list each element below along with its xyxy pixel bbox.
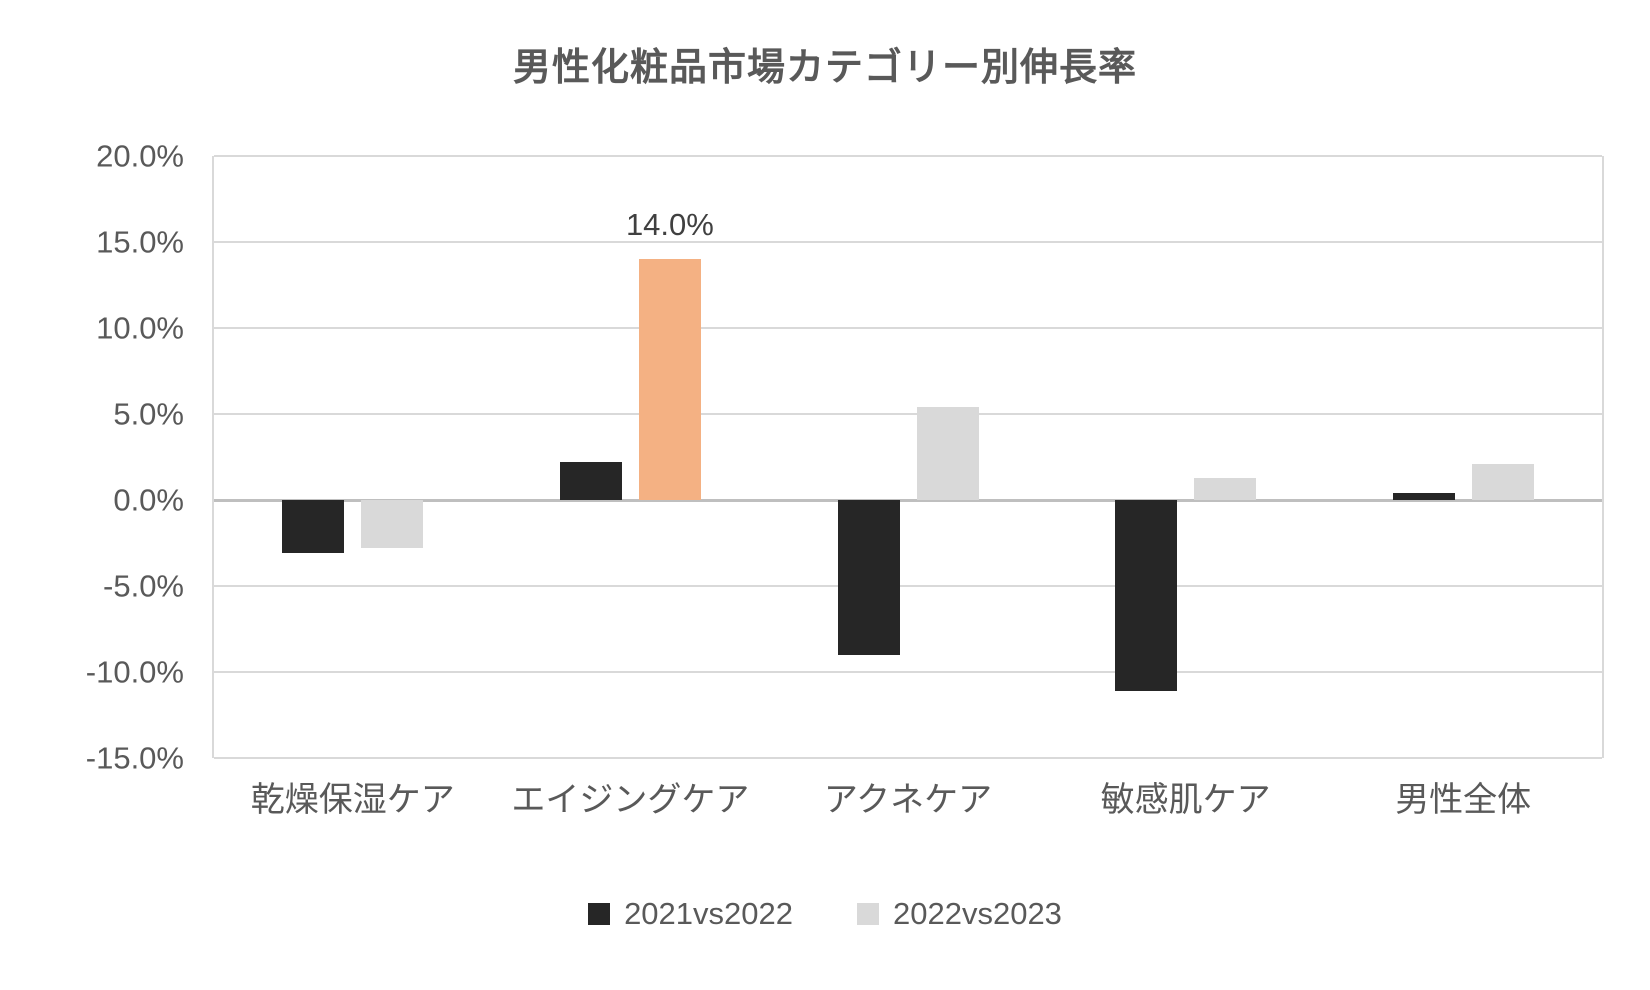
gridline bbox=[214, 413, 1602, 415]
gridline bbox=[214, 585, 1602, 587]
x-axis-category-label: 乾燥保湿ケア bbox=[250, 781, 455, 819]
chart-title: 男性化粧品市場カテゴリー別伸長率 bbox=[512, 47, 1137, 89]
x-axis-category-label: 敏感肌ケア bbox=[1100, 781, 1271, 819]
y-axis-tick-label: 0.0% bbox=[113, 482, 184, 518]
bar-2021vs2022-乾燥保湿ケア bbox=[282, 500, 345, 554]
bar-2021vs2022-敏感肌ケア bbox=[1115, 500, 1178, 691]
legend-item-2021vs2022: 2021vs2022 bbox=[588, 896, 793, 932]
bar-value-label: 14.0% bbox=[625, 207, 714, 243]
bar-2022vs2023-エイジングケア-highlighted bbox=[638, 259, 701, 500]
legend-item-2022vs2023: 2022vs2023 bbox=[857, 896, 1062, 932]
bar-2021vs2022-アクネケア bbox=[837, 500, 900, 655]
legend-label: 2022vs2023 bbox=[893, 896, 1062, 931]
legend: 2021vs2022 2022vs2023 bbox=[0, 896, 1650, 932]
y-axis-tick-label: 15.0% bbox=[96, 224, 184, 260]
zero-axis-line bbox=[214, 498, 1602, 502]
y-axis-tick-label: 10.0% bbox=[96, 310, 184, 346]
bar-2021vs2022-男性全体 bbox=[1392, 493, 1455, 500]
legend-swatch-icon bbox=[857, 903, 879, 925]
legend-swatch-icon bbox=[588, 903, 611, 925]
x-axis-category-label: エイジングケア bbox=[511, 781, 750, 819]
y-axis-tick-label: -10.0% bbox=[85, 654, 184, 690]
gridline bbox=[214, 671, 1602, 673]
x-axis-category-label: 男性全体 bbox=[1395, 781, 1532, 819]
gridline bbox=[214, 155, 1602, 157]
y-axis-tick-label: 20.0% bbox=[96, 138, 184, 174]
legend-label: 2021vs2022 bbox=[624, 896, 793, 931]
bar-2022vs2023-アクネケア bbox=[916, 407, 979, 500]
gridline bbox=[214, 241, 1602, 243]
y-axis-tick-label: -15.0% bbox=[85, 740, 184, 776]
bar-2022vs2023-男性全体 bbox=[1471, 463, 1534, 500]
bar-2022vs2023-乾燥保湿ケア bbox=[361, 500, 424, 549]
bar-2022vs2023-敏感肌ケア bbox=[1194, 477, 1257, 500]
gridline bbox=[214, 757, 1602, 759]
plot-area: 20.0% 15.0% 10.0% 5.0% 0.0% -5.0% -10.0% -15.0%… bbox=[86, 141, 1604, 819]
y-axis-tick-label: 5.0% bbox=[113, 396, 184, 432]
y-axis-tick-label: -5.0% bbox=[103, 568, 184, 604]
bar-2021vs2022-エイジングケア bbox=[559, 462, 622, 500]
x-axis-category-label: アクネケア bbox=[823, 781, 993, 819]
gridline bbox=[214, 327, 1602, 329]
